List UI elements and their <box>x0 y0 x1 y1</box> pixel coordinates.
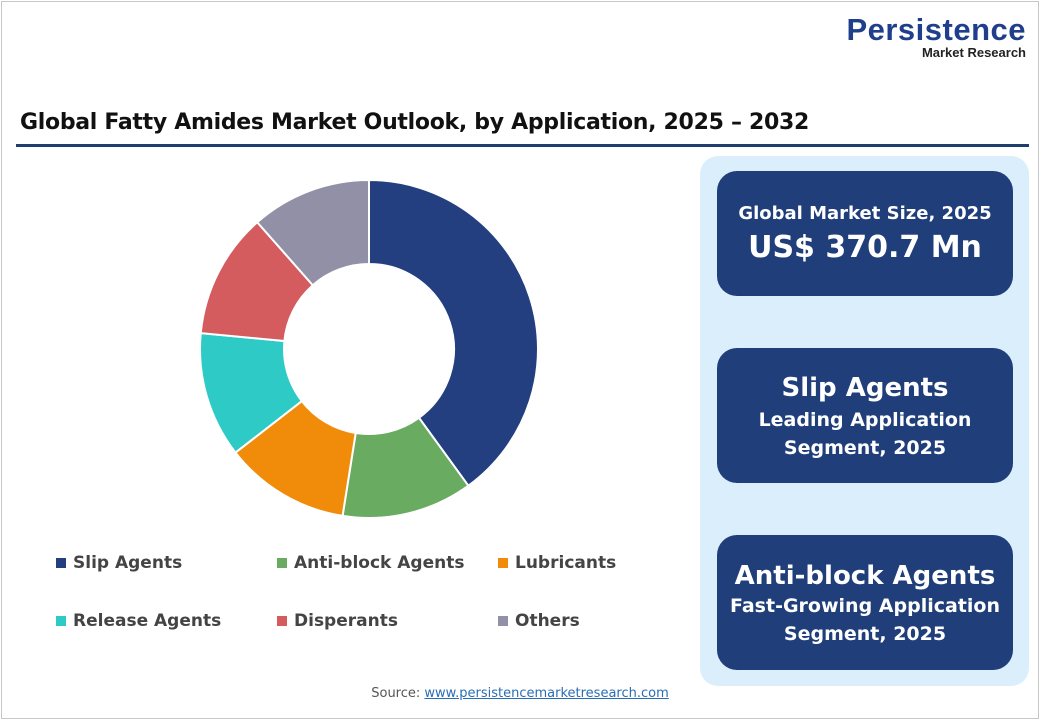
donut-chart <box>199 178 539 519</box>
leading-segment-name: Slip Agents <box>781 372 949 403</box>
logo: Persistence Market Research <box>846 14 1026 60</box>
legend-swatch <box>56 616 66 626</box>
logo-sub: Market Research <box>921 45 1026 60</box>
leading-segment-label: Leading Application <box>758 408 972 431</box>
slice-slip-agents <box>368 178 539 488</box>
logo-main: Persistence <box>846 12 1026 47</box>
legend-label: Lubricants <box>515 553 617 573</box>
legend-label: Others <box>515 611 580 631</box>
fastest-segment-year: Segment, 2025 <box>783 622 947 645</box>
legend-swatch <box>277 616 287 626</box>
leading-segment-year: Segment, 2025 <box>783 436 947 459</box>
legend-item: Disperants <box>277 611 398 631</box>
source: Source: www.persistencemarketresearch.co… <box>0 686 1040 701</box>
source-label: Source: <box>371 686 421 701</box>
legend-item: Others <box>498 611 580 631</box>
legend-label: Anti-block Agents <box>294 553 465 573</box>
fastest-segment-name: Anti-block Agents <box>734 560 996 591</box>
market-size-label: Global Market Size, 2025 <box>738 202 992 224</box>
legend-swatch <box>498 558 508 568</box>
source-link[interactable]: www.persistencemarketresearch.com <box>424 686 669 701</box>
fastest-segment-label: Fast-Growing Application <box>730 594 1000 617</box>
legend-item: Lubricants <box>498 553 616 573</box>
title-divider <box>16 144 1029 147</box>
leading-segment-card: Slip Agents Leading Application Segment,… <box>717 348 1013 483</box>
legend-label: Slip Agents <box>73 553 183 573</box>
legend-swatch <box>56 558 66 568</box>
legend-label: Release Agents <box>73 611 222 631</box>
legend-swatch <box>498 616 508 626</box>
legend-item: Slip Agents <box>56 553 182 573</box>
legend-swatch <box>277 558 287 568</box>
legend-label: Disperants <box>294 611 398 631</box>
fastest-segment-card: Anti-block Agents Fast-Growing Applicati… <box>717 535 1013 670</box>
market-size-card: Global Market Size, 2025 US$ 370.7 Mn <box>717 171 1013 296</box>
legend-item: Release Agents <box>56 611 221 631</box>
chart-title: Global Fatty Amides Market Outlook, by A… <box>20 110 810 135</box>
market-size-value: US$ 370.7 Mn <box>748 229 982 265</box>
slice-others <box>255 178 370 287</box>
legend-item: Anti-block Agents <box>277 553 464 573</box>
